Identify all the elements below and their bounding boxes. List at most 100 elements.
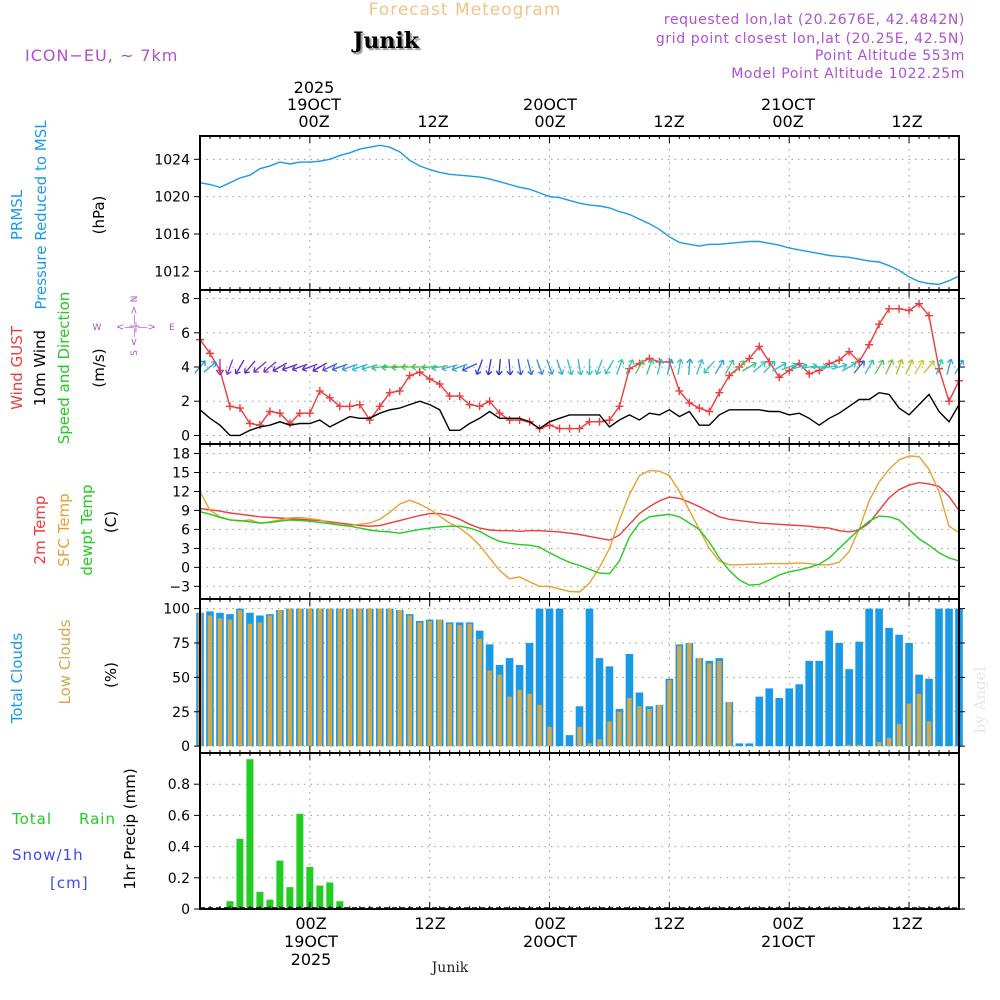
y-tick-label: 3 [181,541,190,557]
wind-arrow [495,358,503,376]
series-line-2m-temp [199,481,960,541]
wind-arrow [752,361,767,373]
wind-arrow-shaft [874,359,884,375]
total-cloud-bar [735,743,744,747]
gust-marker [755,342,764,351]
low-cloud-bar [717,660,722,747]
wind-arrow [831,362,848,370]
wind-arrow-shaft [695,359,703,375]
wind-arrow-shaft [864,359,874,375]
wind-arrow [634,359,645,375]
gust-marker [265,407,274,416]
model-altitude: Model Point Altitude 1022.25m [731,66,965,82]
total-cloud-bar [775,698,784,747]
low-cloud-bar [397,610,402,747]
wind-arrow [666,358,674,375]
rain-bar [326,882,334,909]
wind-arrow [381,363,398,371]
y-tick-label: 0 [181,560,190,576]
total-cloud-bar [905,643,913,747]
label-hpa: (hPa) [90,196,108,235]
requested-point: requested lon,lat (20.2676E, 42.4842N) [664,12,965,28]
gust-marker [595,417,604,426]
wind-arrow [371,364,388,372]
low-cloud-bar [916,693,922,747]
wind-arrow-head [667,358,674,365]
total-cloud-bar [885,627,893,747]
wind-arrow-shaft [791,364,808,370]
bottom-label-21oct: 21OCT [761,932,815,951]
label-1hr-precip: 1hr Precip (mm) [121,768,139,889]
total-cloud-bar [595,658,604,747]
low-cloud-bar [387,608,392,747]
wind-arrow-shaft [203,361,217,373]
wind-arrow [461,363,478,373]
low-cloud-bar [727,702,732,747]
total-cloud-bar [575,706,584,747]
y-tick-label: 1020 [154,190,190,206]
top-time-labels: 2025 19OCT 00Z 12Z 20OCT 00Z 12Z 21OCT 0… [287,78,923,131]
total-cloud-bar [935,608,943,747]
wind-arrow-head [907,359,915,365]
low-cloud-bar [517,689,522,747]
low-cloud-bar [317,608,323,747]
y-tick-label: 50 [172,670,190,686]
gust-marker [785,366,794,375]
wind-arrow [686,358,694,376]
wind-arrow-shaft [381,365,398,369]
rain-bar [276,860,284,909]
wind-arrow-shaft [526,359,533,375]
low-cloud-bar [687,643,692,747]
y-tick-label: 9 [181,503,190,519]
wind-arrow-head [676,358,684,364]
low-cloud-bar [637,706,642,747]
y-tick-label: 1012 [154,264,190,280]
wind-arrow-head [760,361,767,367]
total-cloud-bar [925,678,933,747]
total-cloud-bar [865,608,873,747]
model-name: ICON−EU, ~ 7km [25,46,178,65]
gust-marker [825,359,834,368]
wind-arrow [853,360,865,374]
gust-marker [395,386,404,395]
wind-arrow-shaft [546,359,553,375]
rain-bar [236,838,244,909]
wind-arrow [576,359,584,376]
total-cloud-bar [745,743,754,747]
product-title: Forecast Meteogram [369,0,562,20]
wind-arrow [421,363,438,371]
wind-arrow-head [301,365,308,372]
wind-arrow [291,363,308,372]
low-cloud-bar [297,608,303,747]
top-label-12z-19: 12Z [417,112,448,131]
gust-marker [225,402,234,411]
wind-arrow [724,359,735,375]
y-tick-label: 18 [172,446,190,462]
label-dewpt-temp: dewpt Temp [78,484,96,575]
low-cloud-bar [846,744,852,747]
low-cloud-bar [667,680,672,747]
grid-point: grid point closest lon,lat (20.25E, 42.5… [656,31,965,47]
wind-arrow-shaft [625,359,634,375]
total-cloud-bar [855,641,863,747]
wind-arrow-head [441,364,447,372]
wind-arrow-head [381,363,387,371]
gust-marker [565,424,574,433]
wind-arrow-shaft [811,365,828,369]
label-2m-temp: 2m Temp [31,496,49,565]
y-tick-label: 0.2 [168,871,190,887]
wind-arrow-head [291,365,298,372]
wind-arrow-head [851,361,857,368]
y-tick-label: 1024 [154,152,190,168]
credit-watermark: by Angel [971,666,989,733]
total-cloud-bar [585,608,594,747]
y-tick-label: 0 [181,428,190,444]
label-10m-wind: 10m Wind [31,330,49,406]
wind-arrow-head [225,369,232,376]
rain-bar [296,813,304,909]
low-cloud-bar [627,698,632,747]
total-cloud-bar [815,660,823,747]
bottom-time-labels: 00Z 19OCT 2025 12Z 00Z 20OCT 12Z 00Z 21O… [284,914,923,969]
wind-arrow-head [859,360,865,366]
y-tick-label: −3 [169,579,190,595]
